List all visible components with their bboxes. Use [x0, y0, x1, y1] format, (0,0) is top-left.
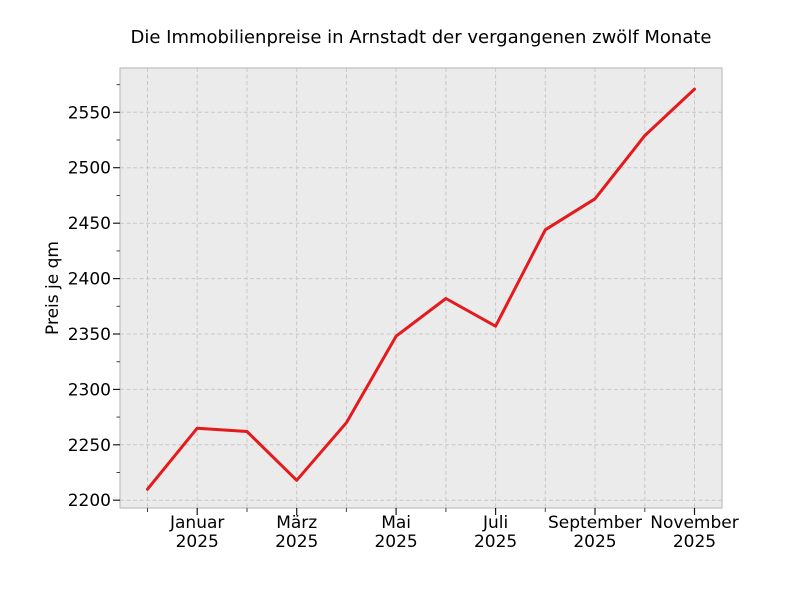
x-tick-label-year: 2025 [374, 532, 417, 552]
x-tick-label-month: November [650, 513, 738, 533]
x-tick-label-year: 2025 [673, 532, 716, 552]
x-tick-label-year: 2025 [176, 532, 219, 552]
x-tick-label-year: 2025 [275, 532, 318, 552]
y-tick-label: 2500 [68, 159, 111, 179]
chart-title: Die Immobilienpreise in Arnstadt der ver… [130, 27, 711, 48]
x-tick-label-year: 2025 [474, 532, 517, 552]
y-tick-label: 2250 [68, 436, 111, 456]
y-axis-label: Preis je qm [43, 241, 63, 335]
x-tick-label-month: Mai [381, 513, 411, 533]
plot-area: 22002250230023502400245025002550Januar20… [68, 67, 739, 552]
y-tick-label: 2550 [68, 103, 111, 123]
y-tick-label: 2350 [68, 325, 111, 345]
y-tick-label: 2450 [68, 214, 111, 234]
plot-background [120, 68, 722, 508]
y-tick-label: 2400 [68, 270, 111, 290]
y-tick-label: 2300 [68, 380, 111, 400]
x-tick-label-month: März [276, 513, 317, 533]
x-tick-label-month: Januar [169, 513, 224, 533]
price-line [146, 87, 696, 491]
x-tick-label-year: 2025 [573, 532, 616, 552]
y-tick-label: 2200 [68, 491, 111, 511]
x-tick-label-month: September [548, 513, 642, 533]
plot-border [119, 67, 723, 509]
x-tick-label-month: Juli [482, 513, 508, 533]
